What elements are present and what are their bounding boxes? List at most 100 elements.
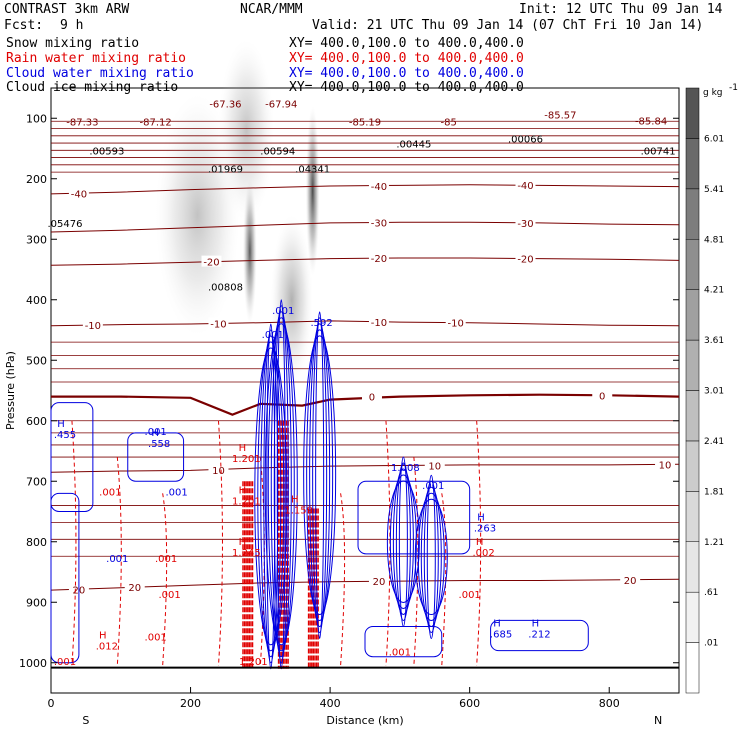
isotherm-label-bg: [368, 180, 389, 192]
cloud-water-column-1: [273, 305, 289, 664]
colorbar-swatch-1: [685, 591, 700, 643]
contour-value-label: .685: [490, 630, 512, 641]
legend-cloud-water: Cloud water mixing ratio: [6, 66, 194, 81]
contour-value-label: .001: [99, 487, 121, 498]
legend-cloud-water-xy: XY= 400.0,100.0 to 400.0,400.0: [289, 66, 524, 81]
colorbar-level: .61: [704, 588, 718, 598]
contour-value-label: .001: [389, 648, 411, 659]
x-end-left: S: [82, 714, 89, 727]
cloud-water-contour: [364, 625, 443, 658]
isotherm-label: -10: [448, 319, 464, 330]
contour-value-label: .001: [155, 554, 177, 565]
isotherm--10: [50, 320, 680, 327]
extremum-marker: H: [476, 537, 484, 548]
forecast-label: Fcst:: [4, 18, 44, 33]
cloud-water-column-3: [392, 468, 414, 615]
contour-value-label: .001: [54, 657, 76, 668]
cloud-water-column-1: [270, 311, 292, 658]
isotherm-label: -40: [517, 181, 533, 192]
cloud-water-column-4: [414, 498, 448, 616]
y-tick-label: 200: [26, 173, 47, 186]
isotherm-label: -10: [85, 321, 101, 332]
y-tick-label: 900: [26, 596, 47, 609]
isotherm-min-label: -67.36: [209, 99, 241, 110]
rain-contour: [71, 420, 77, 666]
y-tick-label: 300: [26, 233, 47, 246]
cloud-water-column-3: [389, 474, 417, 609]
cloud-water-column-2: [315, 311, 325, 640]
cloud-water-contour: [50, 402, 94, 513]
isotherm-label-bg: [361, 390, 382, 402]
colorbar-level: 3.61: [704, 336, 724, 346]
cloud-ice-max-label: .00808: [208, 283, 243, 294]
contour-value-label: 1.201: [232, 496, 261, 507]
extremum-marker: H: [239, 485, 247, 496]
y-tick-label: 1000: [19, 657, 47, 670]
extremum-marker: H: [239, 537, 247, 548]
cloud-water-column-4: [417, 492, 445, 622]
colorbar-level: 6.01: [704, 134, 724, 144]
extremum-marker: H: [291, 495, 299, 506]
contour-annotations: .00593 .00594 .01969 .04341 .00445 .00066 .007…: [47, 134, 675, 667]
cloud-ice-max-label: .00445: [396, 139, 431, 150]
isotherm-label-bg: [515, 178, 536, 190]
y-tick-label: 800: [26, 536, 47, 549]
legend-snow: Snow mixing ratio: [6, 36, 140, 51]
cloud-water-column-2: [309, 323, 331, 628]
isotherm-min-label: -67.94: [265, 99, 297, 110]
colorbar-swatch-9: [685, 188, 700, 240]
isotherm-label-bg: [82, 319, 103, 331]
legend-rain-xy: XY= 400.0,100.0 to 400.0,400.0: [289, 51, 524, 66]
colorbar-swatch-7: [685, 289, 700, 341]
contour-value-label: 1.245: [232, 548, 261, 559]
y-tick-label: 600: [26, 415, 47, 428]
temperature-contours: -40 -40 -40 -30 -30 -20 -20 -20 -10 -10 -10 -10 0 0 10…: [50, 99, 680, 597]
cloud-water-column-label: .001: [422, 481, 444, 492]
contour-value-label: 1.159: [284, 506, 313, 517]
isotherm-min-label: -87.33: [66, 118, 98, 129]
isotherm-min-label: -85: [441, 118, 457, 129]
colorbar-level: 3.01: [704, 387, 724, 397]
cloud-water-column-3: [395, 462, 411, 621]
isotherm-label: -30: [371, 218, 387, 229]
isotherm-label-bg: [592, 389, 613, 401]
legend-rain: Rain water mixing ratio: [6, 51, 187, 66]
isotherm-label: -40: [371, 182, 387, 193]
isotherm-label-bg: [201, 255, 222, 267]
cloud-water-contour: [50, 492, 80, 664]
cloud-water-column-1: [276, 299, 286, 670]
cloud-ice-max-label: .01969: [208, 165, 243, 176]
cloud-water-column-0: [266, 323, 276, 670]
contour-value-label: .455: [54, 430, 76, 441]
isotherm--40: [50, 184, 680, 195]
cloud-water-column-0: [263, 329, 279, 664]
cloud-water-contour: [357, 480, 471, 555]
x-tick-label: 0: [48, 697, 55, 710]
colorbar-swatch-6: [685, 339, 700, 391]
colorbar-swatch-3: [685, 491, 700, 543]
isotherm--30: [50, 221, 680, 233]
isotherm-label-bg: [515, 216, 536, 228]
colorbar-level: 1.81: [704, 487, 724, 497]
isotherm-label-bg: [655, 458, 676, 470]
isotherm-min-label: -85.57: [544, 110, 576, 121]
y-tick-label: 700: [26, 475, 47, 488]
isotherm-10: [50, 463, 680, 473]
cloud-water-column-2: [303, 335, 337, 616]
isotherm-min-label: -87.12: [140, 118, 172, 129]
extremum-marker: H: [99, 631, 107, 642]
isotherm-label-bg: [445, 316, 466, 328]
colorbar-level: 4.81: [704, 235, 724, 245]
isotherm-label: 10: [428, 462, 441, 473]
isotherm-label: -40: [71, 189, 87, 200]
contour-value-label: .558: [148, 439, 170, 450]
x-tick-label: 800: [599, 697, 620, 710]
snow-shade-region-1: [155, 94, 240, 337]
cloud-water-column-label: .001: [272, 306, 294, 317]
contour-value-label: .001: [106, 554, 128, 565]
colorbar-swatch-2: [685, 541, 700, 593]
colorbar-level: 1.21: [704, 538, 724, 548]
colorbar-swatch-4: [685, 440, 700, 492]
isotherm-label: -20: [517, 255, 533, 266]
contour-value-label: .212: [528, 630, 550, 641]
